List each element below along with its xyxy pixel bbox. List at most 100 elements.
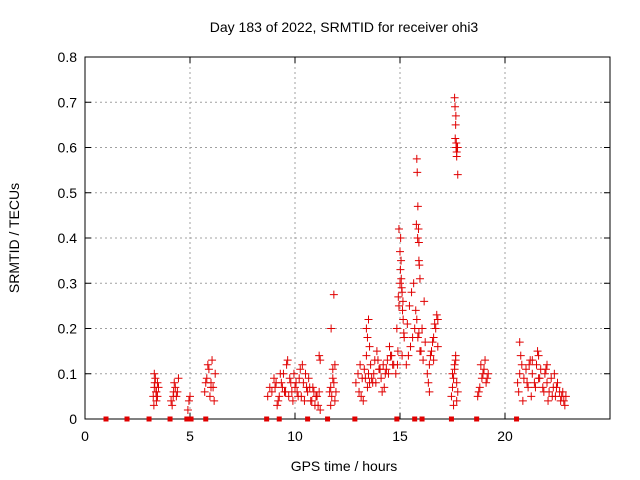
data-point — [392, 324, 401, 333]
y-tick-label: 0 — [69, 411, 77, 427]
data-point — [433, 342, 442, 351]
data-point — [406, 342, 415, 351]
zero-marker — [146, 416, 152, 422]
zero-marker — [188, 416, 194, 422]
data-point — [449, 374, 458, 383]
data-point — [480, 365, 488, 374]
data-point — [451, 120, 460, 129]
y-tick-label: 0.7 — [58, 94, 78, 110]
data-point — [204, 365, 213, 374]
data-point — [296, 365, 305, 374]
data-point — [453, 387, 462, 396]
data-point — [397, 283, 406, 292]
data-point — [304, 374, 313, 383]
data-point — [285, 374, 294, 383]
data-point — [365, 342, 374, 351]
data-point — [396, 265, 405, 274]
data-point — [366, 360, 375, 369]
data-point — [292, 378, 301, 387]
data-point — [378, 387, 387, 396]
data-point — [429, 356, 438, 365]
data-point — [330, 360, 339, 369]
data-point — [351, 378, 360, 387]
data-point — [398, 297, 407, 306]
data-point — [397, 256, 406, 265]
data-point — [453, 143, 462, 152]
data-point — [474, 387, 483, 396]
data-point — [211, 369, 220, 378]
data-point — [383, 356, 392, 365]
data-point — [299, 378, 308, 387]
data-point — [412, 154, 421, 163]
data-point — [530, 378, 539, 387]
zero-marker — [394, 416, 400, 422]
data-point — [558, 387, 567, 396]
data-point — [450, 93, 459, 102]
data-point — [528, 369, 537, 378]
data-point — [273, 401, 282, 410]
data-point — [425, 387, 434, 396]
data-point — [415, 274, 424, 283]
data-point — [452, 396, 461, 405]
data-point — [517, 360, 526, 369]
data-point — [393, 347, 402, 356]
data-point — [170, 378, 179, 387]
data-point — [397, 274, 406, 283]
data-point — [524, 383, 533, 392]
data-point — [151, 387, 160, 396]
data-point — [310, 401, 319, 410]
data-point — [413, 234, 422, 242]
y-tick-label: 0.2 — [58, 321, 78, 337]
data-point — [423, 369, 432, 378]
data-point — [372, 347, 381, 356]
x-axis-label: GPS time / hours — [291, 458, 398, 474]
y-tick-label: 0.1 — [58, 366, 78, 382]
data-point — [451, 134, 460, 143]
data-point — [452, 152, 461, 161]
data-point — [284, 392, 293, 401]
data-point — [385, 342, 394, 351]
data-point — [363, 333, 372, 342]
data-point — [399, 315, 408, 324]
data-point — [427, 347, 436, 356]
data-point — [328, 365, 337, 374]
chart-title: Day 183 of 2022, SRMTID for receiver ohi… — [210, 19, 479, 35]
data-point — [539, 387, 548, 396]
data-point — [153, 392, 162, 401]
data-point — [354, 369, 362, 378]
data-point — [532, 360, 541, 369]
data-point — [518, 396, 527, 405]
data-point — [283, 356, 292, 365]
data-points — [103, 93, 570, 422]
data-point — [380, 383, 389, 392]
data-point — [548, 392, 557, 401]
data-point — [414, 256, 423, 265]
data-point — [415, 347, 424, 356]
data-point — [386, 351, 395, 360]
data-point — [288, 396, 297, 405]
data-point — [326, 401, 335, 410]
data-point — [405, 301, 414, 310]
data-point — [294, 392, 303, 401]
x-tick-label: 20 — [497, 428, 513, 444]
data-point — [556, 396, 565, 405]
data-point — [418, 324, 427, 333]
data-point — [450, 360, 459, 369]
zero-marker — [167, 416, 173, 422]
data-point — [361, 374, 370, 383]
data-point — [328, 374, 337, 383]
data-point — [396, 234, 405, 242]
data-point — [543, 378, 551, 387]
data-point — [331, 387, 340, 396]
y-tick-label: 0.3 — [58, 275, 78, 291]
zero-marker — [448, 416, 454, 422]
data-point — [426, 351, 435, 360]
data-point — [291, 383, 299, 392]
data-point — [200, 387, 209, 396]
data-point — [519, 374, 528, 383]
y-axis-label: SRMTID / TECUs — [6, 183, 22, 293]
data-point — [327, 324, 336, 333]
data-point — [553, 378, 562, 387]
data-point — [360, 365, 369, 374]
